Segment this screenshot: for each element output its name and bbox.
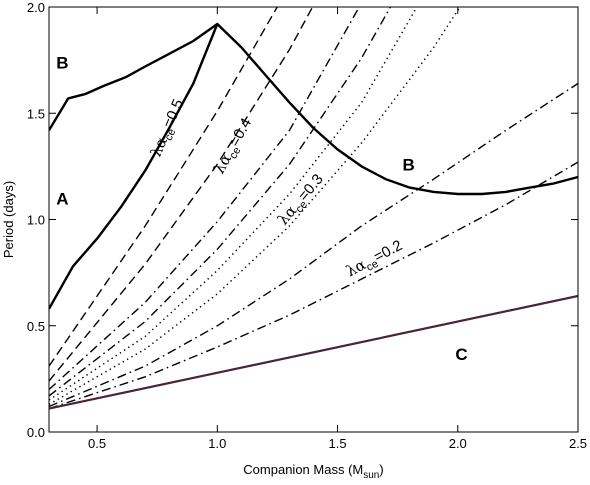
y-tick-label: 0.0 bbox=[27, 425, 45, 440]
series-line-7 bbox=[49, 7, 418, 401]
x-axis-title-sub: sun bbox=[363, 470, 379, 481]
series-layer bbox=[49, 7, 578, 410]
plot-frame bbox=[48, 6, 579, 433]
curve-label-3: λαce=0.3 bbox=[274, 170, 329, 230]
series-line-8 bbox=[49, 7, 461, 406]
x-tick-label: 1.5 bbox=[329, 436, 347, 451]
curve-label-2: λαce=0.4 bbox=[210, 115, 258, 178]
y-tick-label: 1.5 bbox=[27, 106, 45, 121]
series-line-1 bbox=[49, 23, 219, 310]
curve-label-4: λαce=0.2 bbox=[343, 236, 407, 283]
curve-label-subscript: ce bbox=[365, 258, 381, 274]
series-line-11 bbox=[49, 294, 578, 410]
y-tick-label: 2.0 bbox=[27, 0, 45, 15]
ticks-layer: 0.5 1.0 1.5 2.0 2.5 0.0 0.5 1.0 1.5 2.0 bbox=[27, 0, 587, 451]
x-tick-label: 2.5 bbox=[569, 436, 587, 451]
series-line-10 bbox=[49, 161, 578, 410]
curve-label-subscript: ce bbox=[163, 127, 179, 142]
series-line-4 bbox=[49, 7, 314, 382]
curve-label-subscript: ce bbox=[227, 145, 243, 161]
region-label-a: A bbox=[56, 190, 68, 209]
x-tick-label: 2.0 bbox=[449, 436, 467, 451]
y-tick-label: 0.5 bbox=[27, 319, 45, 334]
region-label-b: B bbox=[402, 156, 414, 175]
curve-label-1: λαce=0.5 bbox=[147, 96, 190, 160]
curve-label-value: =0.5 bbox=[160, 97, 187, 131]
region-label-c: C bbox=[455, 345, 467, 364]
region-label-b: B bbox=[56, 54, 68, 73]
x-axis-title: Companion Mass (Msun) bbox=[243, 462, 383, 481]
series-line-9 bbox=[49, 82, 578, 408]
y-tick-label: 1.0 bbox=[27, 213, 45, 228]
y-axis-title: Period (days) bbox=[1, 181, 16, 258]
series-line-2 bbox=[49, 22, 578, 196]
x-tick-label: 0.5 bbox=[88, 436, 106, 451]
x-axis-title-main: Companion Mass (M bbox=[243, 462, 363, 477]
series-line-3 bbox=[49, 7, 279, 367]
curve-label-value: =0.2 bbox=[371, 237, 405, 266]
x-tick-label: 1.0 bbox=[208, 436, 226, 451]
curve-label-value: =0.4 bbox=[226, 115, 255, 149]
series-line-6 bbox=[49, 7, 392, 397]
x-axis-title-close: ) bbox=[379, 462, 383, 477]
